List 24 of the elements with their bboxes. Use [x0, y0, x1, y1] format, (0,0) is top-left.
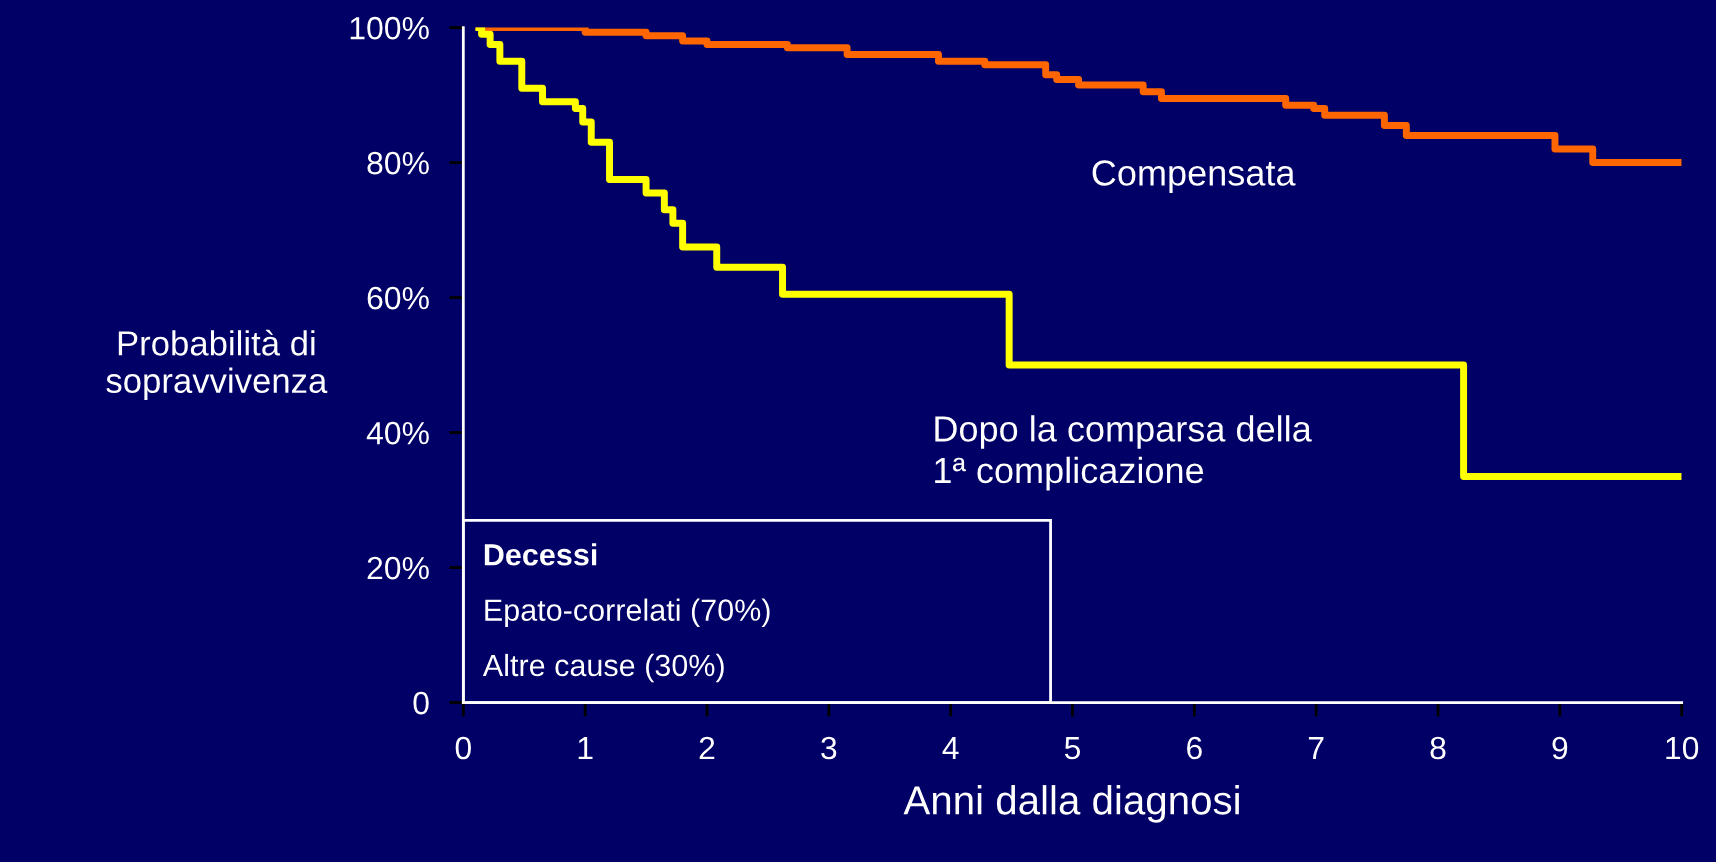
x-tick-label: 5	[1064, 737, 1081, 760]
x-tick-label: 2	[699, 736, 715, 760]
x-tick-label: 8	[1430, 736, 1446, 760]
x-tick-label: 6	[1187, 736, 1202, 760]
annotation: Epato-correlati (70%)	[485, 598, 770, 627]
x-tick-label: 10	[1666, 736, 1699, 760]
x-tick-label: 7	[1308, 737, 1324, 760]
x-tick-label: 3	[821, 736, 837, 760]
x-axis-title: Anni dalla diagnosi	[903, 785, 1239, 823]
y-tick-label: 60%	[367, 286, 429, 310]
annotation: Altre cause (30%)	[482, 653, 724, 683]
y-tick-label: 40%	[366, 421, 429, 445]
y-tick-label: 80%	[367, 151, 429, 175]
x-tick-label: 4	[942, 737, 959, 760]
x-tick-label: 0	[455, 736, 471, 760]
annotation: Decessi	[484, 543, 597, 566]
x-tick-label: 1	[578, 737, 593, 760]
y-tick-label: 0	[413, 691, 429, 715]
y-tick-label: 100%	[350, 16, 429, 40]
series-label: Dopo la comparsa della 1ª complicazione	[935, 415, 1312, 491]
series-label: Compensata	[1092, 160, 1296, 193]
x-tick-label: 9	[1552, 736, 1568, 760]
y-axis-title: Probabilità di sopravvivenza	[106, 329, 328, 400]
y-tick-label: 20%	[367, 556, 429, 580]
